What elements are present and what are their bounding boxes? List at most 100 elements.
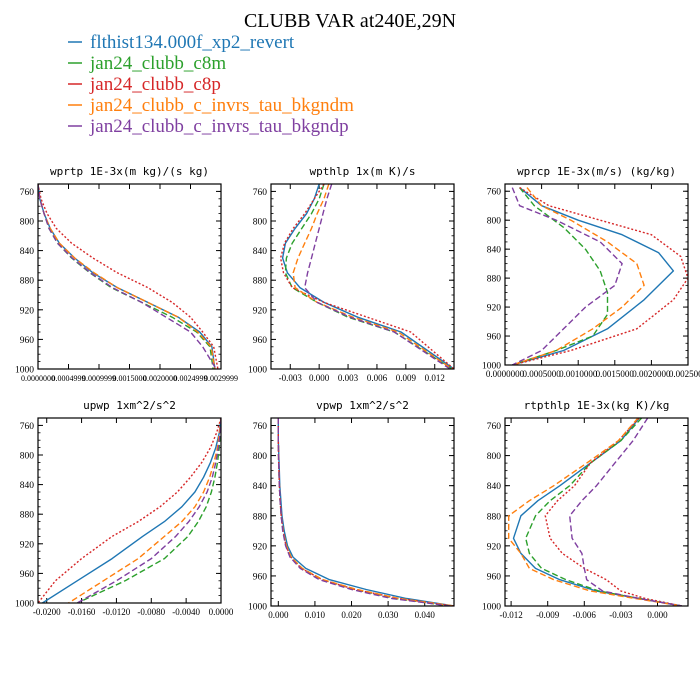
series-line-4: [508, 418, 683, 606]
series-line-4: [38, 184, 216, 369]
x-tick-label: 0.0015000: [596, 369, 635, 379]
x-tick-label: 0.003: [338, 373, 359, 383]
panel-3: wprcp 1E-3x(m/s) (kg/kg) 760 800 840 880 920 9…: [482, 165, 700, 379]
x-tick-label: -0.0160: [68, 607, 96, 617]
x-tick-label: -0.006: [573, 610, 597, 620]
x-tick-label: 0.010: [305, 610, 326, 620]
y-tick-label: 960: [20, 570, 35, 580]
x-tick-label: 0.009: [396, 373, 417, 383]
y-tick-label: 920: [20, 306, 35, 316]
y-tick-label: 880: [20, 511, 35, 521]
y-tick-label: 920: [253, 542, 268, 552]
x-tick-label: 0.040: [415, 610, 436, 620]
panel-1: wprtp 1E-3x(m kg)/(s kg) 760 800 840 880 920 9…: [15, 165, 238, 383]
x-tick-label: -0.003: [609, 610, 633, 620]
legend-label: jan24_clubb_c8p: [89, 74, 221, 95]
x-tick-label: 0.0010000: [559, 369, 598, 379]
y-tick-label: 840: [487, 246, 502, 256]
x-tick-label: 0.000: [268, 610, 289, 620]
panel-title: upwp 1xm^2/s^2: [83, 399, 176, 412]
series-line-3: [38, 184, 219, 369]
panel-frame: [270, 417, 455, 607]
series-line-4: [292, 184, 453, 369]
panel-frame: [504, 183, 689, 366]
series-line-1: [277, 418, 454, 606]
panel-frame: [270, 183, 455, 370]
series-line-4: [277, 418, 454, 606]
y-tick-label: 880: [253, 277, 268, 287]
y-tick-label: 1000: [15, 366, 34, 376]
series-line-5: [76, 418, 221, 603]
y-tick-label: 760: [487, 188, 502, 198]
x-tick-label: -0.009: [536, 610, 560, 620]
y-tick-label: 760: [20, 188, 35, 198]
legend-entry: jan24_clubb_c_invrs_tau_bkgndp: [68, 116, 349, 137]
series-line-3: [544, 418, 683, 606]
series-line-1: [512, 187, 675, 365]
series-line-2: [277, 418, 451, 606]
y-tick-label: 920: [20, 540, 35, 550]
legend-label: jan24_clubb_c_invrs_tau_bkgndm: [89, 95, 354, 116]
y-tick-label: 880: [20, 277, 35, 287]
x-tick-label: -0.0040: [172, 607, 200, 617]
panel-grid: wprtp 1E-3x(m kg)/(s kg) 760 800 840 880 920 9…: [15, 165, 700, 620]
legend-label: jan24_clubb_c_invrs_tau_bkgndp: [89, 116, 349, 137]
panel-title: vpwp 1xm^2/s^2: [316, 399, 409, 412]
y-tick-label: 1000: [482, 362, 501, 372]
x-tick-label: 0.0020000: [143, 374, 177, 383]
legend-entry: jan24_clubb_c8p: [68, 74, 221, 95]
x-tick-label: 0.0024999: [174, 374, 208, 383]
panel-4: upwp 1xm^2/s^27608008408809209601000-0.0…: [15, 399, 234, 617]
panel-title: wpthlp 1x(m K)/s: [310, 165, 416, 178]
series-line-2: [76, 418, 221, 603]
series-line-2: [525, 418, 683, 606]
series-line-4: [68, 418, 221, 603]
y-tick-label: 800: [20, 218, 35, 228]
y-tick-label: 840: [253, 482, 268, 492]
series-line-1: [281, 184, 454, 369]
x-tick-label: 0.0000000: [21, 374, 55, 383]
y-tick-label: 920: [487, 542, 502, 552]
series-line-5: [38, 184, 217, 369]
x-tick-label: 0.0015000: [113, 374, 147, 383]
y-tick-label: 960: [487, 333, 502, 343]
panel-frame: [504, 417, 689, 607]
y-tick-label: 1000: [482, 603, 501, 613]
series-line-2: [512, 187, 609, 365]
series-line-4: [512, 187, 645, 365]
x-tick-label: 0.030: [378, 610, 399, 620]
y-tick-label: 760: [20, 422, 35, 432]
legend-label: jan24_clubb_c8m: [89, 53, 226, 74]
legend-label: flthist134.000f_xp2_revert: [90, 32, 295, 53]
y-tick-label: 960: [20, 336, 35, 346]
panel-title: wprtp 1E-3x(m kg)/(s kg): [50, 165, 209, 178]
panel-6: rtpthlp 1E-3x(kg K)/kg 760 800 840 880 920 960…: [482, 399, 689, 620]
y-tick-label: 840: [20, 481, 35, 491]
y-tick-label: 960: [253, 572, 268, 582]
series-line-3: [38, 418, 221, 603]
figure-title: CLUBB VAR at240E,29N: [244, 10, 456, 32]
y-tick-label: 840: [20, 247, 35, 257]
x-tick-label: 0.020: [341, 610, 362, 620]
y-tick-label: 880: [487, 275, 502, 285]
x-tick-label: 0.0000000: [486, 369, 525, 379]
x-tick-label: 0.006: [367, 373, 388, 383]
panel-title: wprcp 1E-3x(m/s) (kg/kg): [517, 165, 676, 178]
x-tick-label: -0.0080: [137, 607, 165, 617]
series-line-2: [284, 184, 453, 369]
series-line-5: [511, 187, 623, 365]
series-line-3: [277, 418, 454, 606]
y-tick-label: 840: [253, 247, 268, 257]
x-tick-label: 0.0009999: [82, 374, 116, 383]
y-tick-label: 880: [487, 512, 502, 522]
y-tick-label: 920: [487, 304, 502, 314]
y-tick-label: 800: [487, 452, 502, 462]
y-tick-label: 960: [253, 336, 268, 346]
x-tick-label: 0.0029999: [204, 374, 238, 383]
y-tick-label: 1000: [15, 600, 34, 610]
panel-2: wpthlp 1x(m K)/s 760 800 840 880 920 960 1000 -0…: [248, 165, 455, 383]
x-tick-label: 0.0025000: [669, 369, 700, 379]
x-tick-label: -0.0120: [103, 607, 131, 617]
y-tick-label: 800: [487, 217, 502, 227]
legend-entry: flthist134.000f_xp2_revert: [68, 32, 295, 53]
